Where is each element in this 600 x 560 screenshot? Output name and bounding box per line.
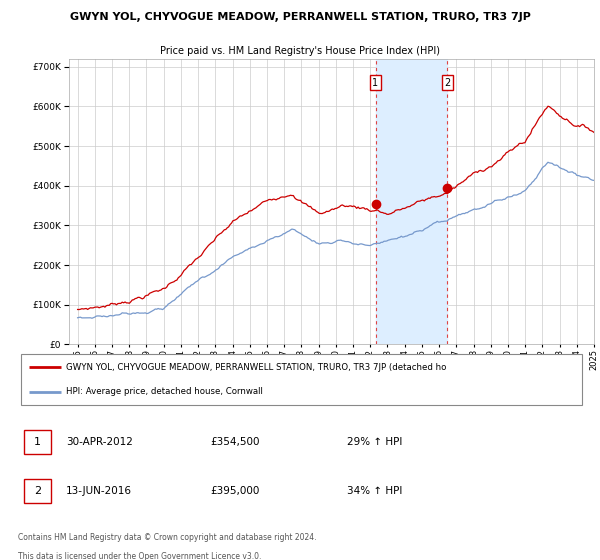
Text: HPI: Average price, detached house, Cornwall: HPI: Average price, detached house, Corn…: [66, 388, 263, 396]
Text: GWYN YOL, CHYVOGUE MEADOW, PERRANWELL STATION, TRURO, TR3 7JP: GWYN YOL, CHYVOGUE MEADOW, PERRANWELL ST…: [70, 12, 530, 22]
Text: 34% ↑ HPI: 34% ↑ HPI: [347, 486, 402, 496]
Text: 1: 1: [372, 78, 378, 87]
FancyBboxPatch shape: [21, 354, 582, 405]
Bar: [376, 59, 447, 344]
Text: £395,000: £395,000: [211, 486, 260, 496]
FancyBboxPatch shape: [23, 430, 51, 454]
Text: 2: 2: [445, 78, 451, 87]
Text: Contains HM Land Registry data © Crown copyright and database right 2024.: Contains HM Land Registry data © Crown c…: [18, 533, 317, 542]
Text: 2: 2: [34, 486, 41, 496]
FancyBboxPatch shape: [23, 479, 51, 503]
Text: 1: 1: [34, 437, 41, 447]
Text: 13-JUN-2016: 13-JUN-2016: [66, 486, 132, 496]
Text: Price paid vs. HM Land Registry's House Price Index (HPI): Price paid vs. HM Land Registry's House …: [160, 46, 440, 56]
Text: 29% ↑ HPI: 29% ↑ HPI: [347, 437, 402, 447]
Text: This data is licensed under the Open Government Licence v3.0.: This data is licensed under the Open Gov…: [18, 552, 262, 560]
Text: £354,500: £354,500: [211, 437, 260, 447]
Text: GWYN YOL, CHYVOGUE MEADOW, PERRANWELL STATION, TRURO, TR3 7JP (detached ho: GWYN YOL, CHYVOGUE MEADOW, PERRANWELL ST…: [66, 363, 446, 372]
Text: 30-APR-2012: 30-APR-2012: [66, 437, 133, 447]
